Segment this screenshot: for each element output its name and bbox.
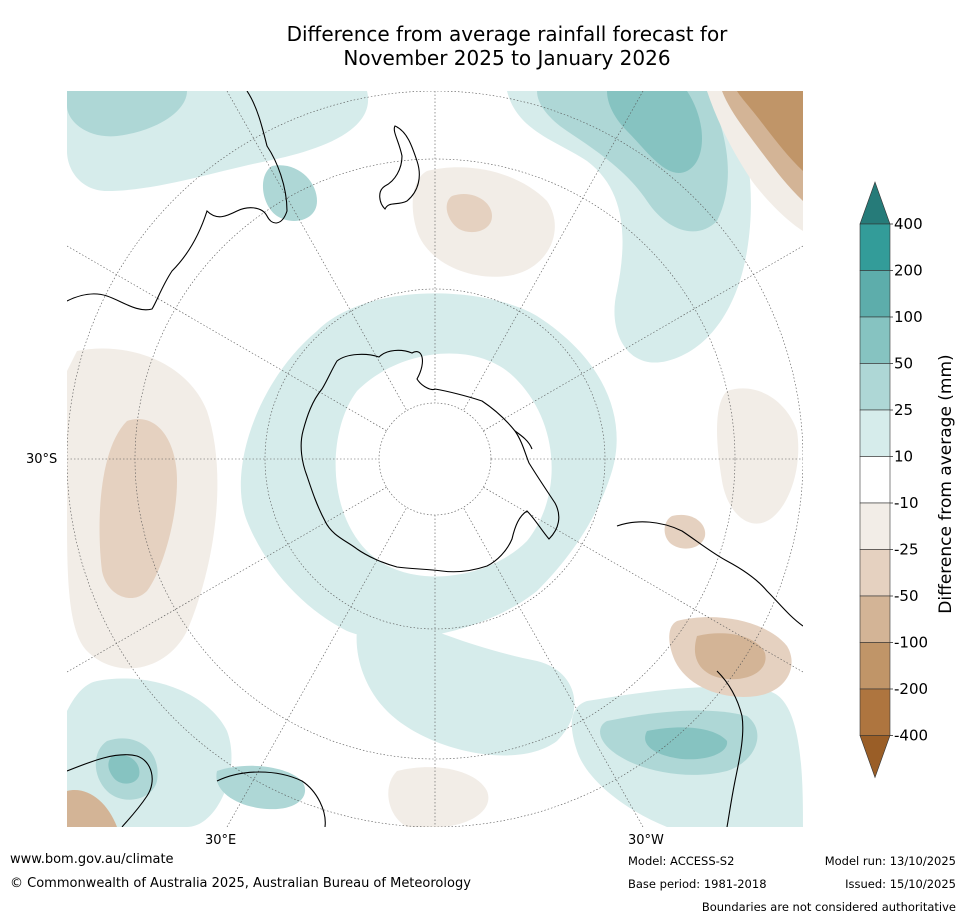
dry-bottom-left-corner bbox=[67, 790, 117, 827]
footer-base-period: Base period: 1981-2018 bbox=[628, 877, 767, 891]
colorbar-band bbox=[859, 270, 891, 318]
rainfall-map bbox=[67, 91, 803, 827]
label-30w: 30°W bbox=[628, 833, 664, 848]
footer-url[interactable]: www.bom.gov.au/climate bbox=[10, 852, 174, 867]
meridian-30 bbox=[226, 91, 408, 412]
madagascar-coast bbox=[216, 771, 326, 827]
footer-model: Model: ACCESS-S2 bbox=[628, 854, 735, 868]
colorbar-tick-label: -100 bbox=[894, 634, 928, 652]
dry-north-core bbox=[446, 193, 492, 233]
colorbar-title: Difference from average (mm) bbox=[936, 354, 956, 614]
wet-band-south bbox=[356, 601, 575, 756]
colorbar-tick-label: 200 bbox=[894, 262, 923, 280]
wet-top-left-mid bbox=[67, 91, 187, 137]
wet-ring-patch bbox=[240, 293, 617, 639]
polar-map-svg bbox=[67, 91, 803, 827]
colorbar-band bbox=[859, 316, 891, 364]
latitude-circle-60s bbox=[264, 288, 606, 630]
colorbar-tick-label: -400 bbox=[894, 727, 928, 745]
colorbar-tick-label: -50 bbox=[894, 587, 919, 605]
footer-model-run: Model run: 13/10/2025 bbox=[824, 854, 956, 868]
south-america-coast bbox=[616, 521, 803, 627]
label-30s: 30°S bbox=[26, 452, 58, 467]
wet-bottom-right-core bbox=[645, 727, 728, 760]
africa-coast bbox=[67, 754, 153, 827]
colorbar-band bbox=[859, 502, 891, 550]
title-line-1: Difference from average rainfall forecas… bbox=[286, 22, 728, 46]
meridian-120 bbox=[67, 486, 388, 673]
peninsula-coast bbox=[514, 430, 533, 450]
south-america-coast-lower bbox=[716, 670, 744, 827]
meridian-240 bbox=[482, 486, 803, 673]
colorbar-tick-label: 10 bbox=[894, 448, 913, 466]
colorbar-tick-label: 25 bbox=[894, 401, 913, 419]
wet-top-right-core bbox=[607, 91, 702, 173]
dry-south-scattered bbox=[388, 767, 489, 827]
colorbar-arrow-top bbox=[859, 181, 891, 225]
dry-top-right-core bbox=[737, 91, 803, 171]
footer-disclaimer: Boundaries are not considered authoritat… bbox=[701, 900, 956, 914]
label-30e: 30°E bbox=[205, 833, 237, 848]
australia-coast bbox=[67, 91, 288, 311]
colorbar-band bbox=[859, 363, 891, 411]
wet-bottom-centre bbox=[216, 765, 306, 810]
meridian-330 bbox=[462, 91, 644, 412]
wet-tasman bbox=[262, 165, 317, 221]
colorbar-tick-label: 100 bbox=[894, 308, 923, 326]
graticule bbox=[67, 91, 803, 827]
dry-east-ocean bbox=[717, 388, 799, 524]
colorbar-band bbox=[859, 642, 891, 690]
new-zealand-coast bbox=[379, 125, 420, 210]
colorbar-band bbox=[859, 688, 891, 736]
antarctica-coast bbox=[300, 349, 560, 573]
dry-south-america-core bbox=[694, 633, 766, 680]
colorbar-band bbox=[859, 409, 891, 457]
colorbar-tick-label: -200 bbox=[894, 680, 928, 698]
meridian-300 bbox=[482, 245, 803, 432]
latitude-circle-inner bbox=[378, 402, 492, 516]
footer-issued: Issued: 15/10/2025 bbox=[845, 877, 956, 891]
title-line-2: November 2025 to January 2026 bbox=[343, 46, 671, 70]
wet-bottom-left-core bbox=[108, 754, 140, 784]
colorbar-tick-label: 50 bbox=[894, 355, 913, 373]
dry-west-core bbox=[99, 419, 177, 599]
colorbar-arrow-bottom bbox=[859, 735, 891, 779]
colorbar-band bbox=[859, 595, 891, 643]
meridian-210 bbox=[462, 506, 644, 827]
colorbar-band bbox=[859, 223, 891, 271]
footer-copyright: © Commonwealth of Australia 2025, Austra… bbox=[10, 876, 471, 891]
coastlines bbox=[67, 91, 803, 827]
meridian-60 bbox=[67, 245, 388, 432]
colorbar-tick-label: -10 bbox=[894, 494, 919, 512]
colorbar-band bbox=[859, 456, 891, 504]
colorbar: 400 200 100 50 25 10 -10 -25 -50 -100 -200 -400 bbox=[859, 181, 928, 779]
anomaly-patches bbox=[67, 91, 803, 827]
colorbar-band bbox=[859, 549, 891, 597]
colorbar-tick-label: -25 bbox=[894, 541, 919, 559]
map-title: Difference from average rainfall forecas… bbox=[67, 22, 947, 70]
colorbar-tick-label: 400 bbox=[894, 215, 923, 233]
